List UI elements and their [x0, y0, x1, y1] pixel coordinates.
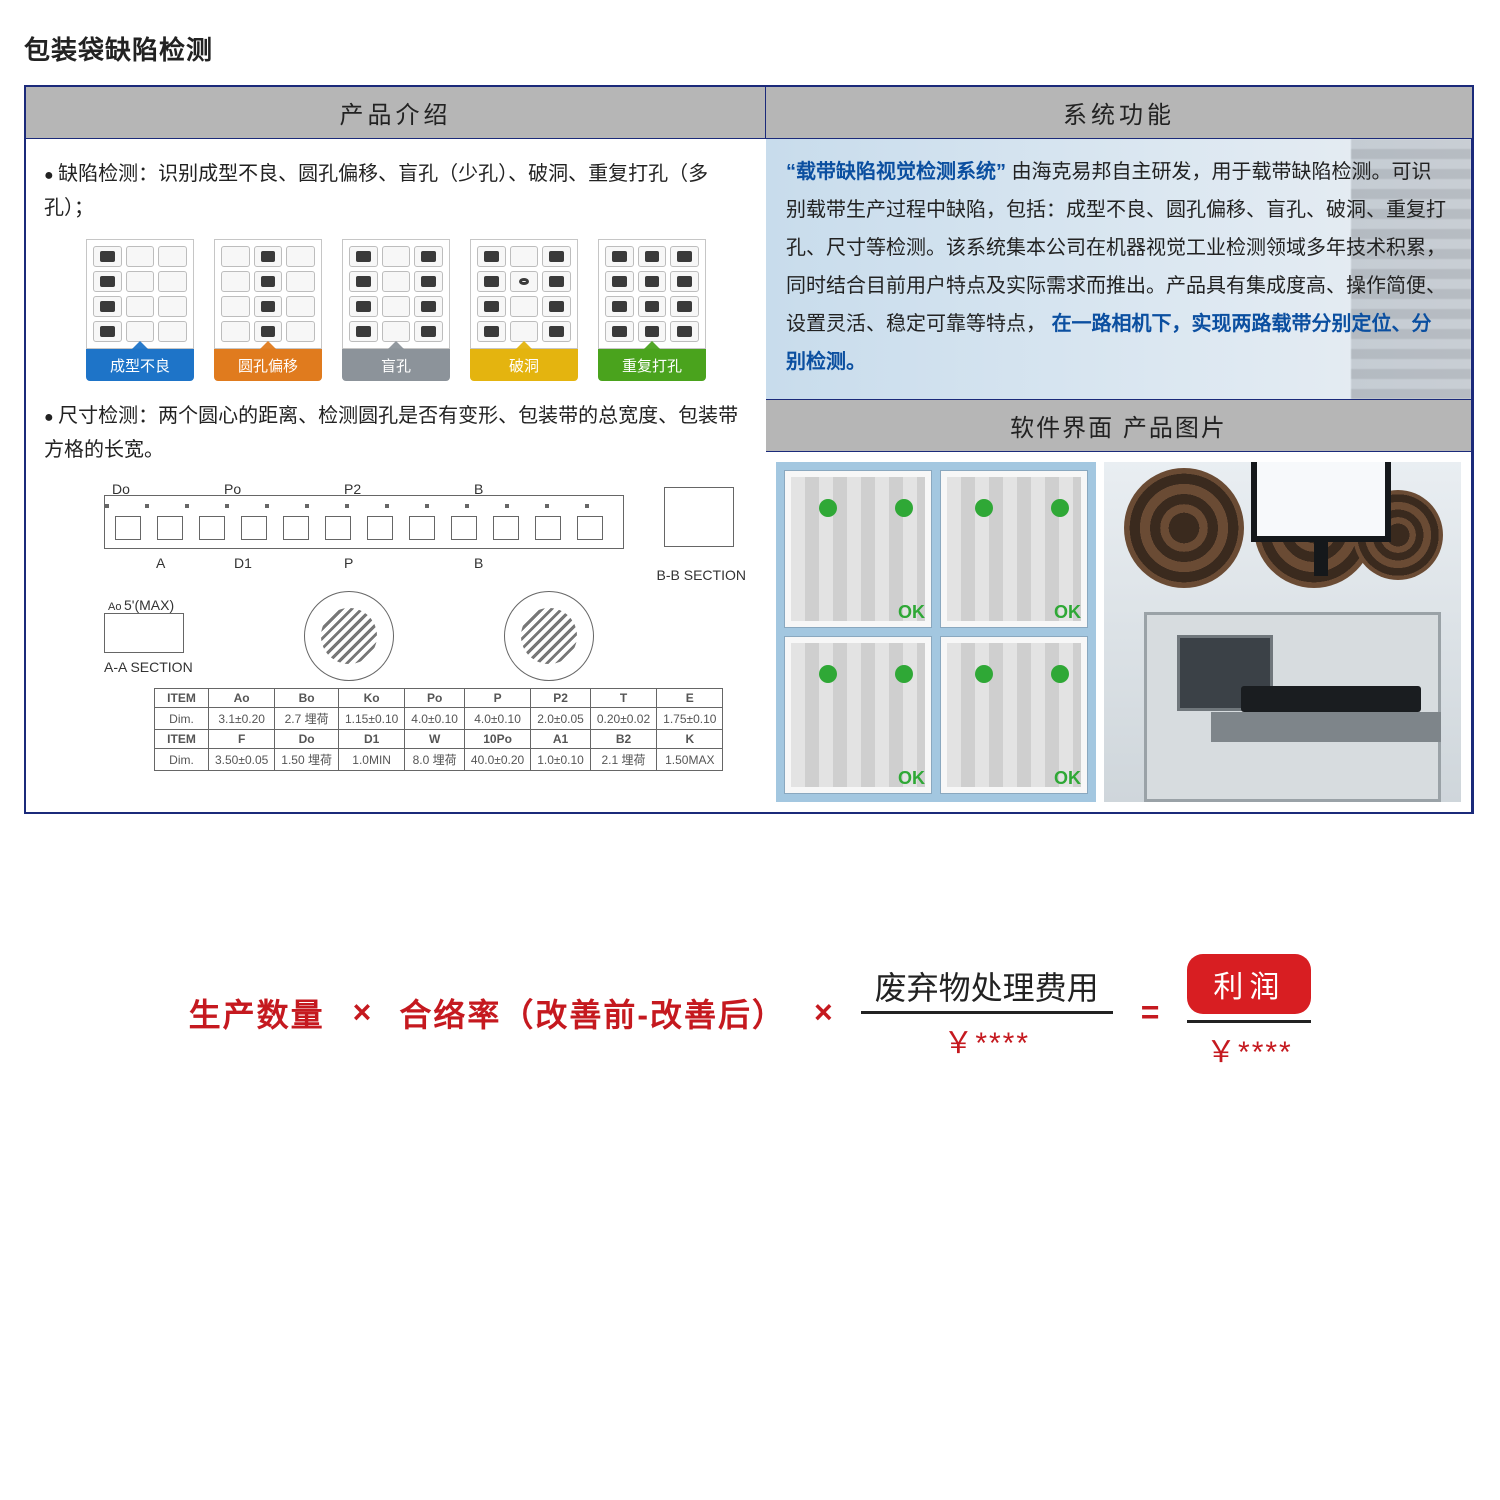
defect-card: 圆孔偏移	[214, 239, 322, 381]
header-func: 系统功能	[766, 87, 1472, 139]
ok-label: OK	[898, 768, 925, 789]
ui-pane: OK	[784, 636, 932, 794]
lbl-d1: D1	[234, 555, 252, 571]
tape-outline	[104, 495, 624, 549]
lbl-a: A	[156, 555, 165, 571]
intro-body: 由海克易邦自主研发，用于载带缺陷检测。可识别载带生产过程中缺陷，包括：成型不良、…	[786, 161, 1446, 335]
software-body: OK OK OK OK	[766, 452, 1472, 812]
ui-pane: OK	[940, 470, 1088, 628]
defect-card: 重复打孔	[598, 239, 706, 381]
profit-formula: 生产数量 × 合络率（改善前-改善后） × 废弃物处理费用 ￥**** = 利润…	[24, 954, 1476, 1071]
intro-box: “载带缺陷视觉检测系统” 由海克易邦自主研发，用于载带缺陷检测。可识别载带生产过…	[766, 139, 1472, 400]
ok-label: OK	[1054, 768, 1081, 789]
lbl-p2: P2	[344, 481, 361, 497]
aa-section-box	[104, 613, 184, 653]
bb-section-box	[664, 487, 734, 547]
header-software: 软件界面 产品图片	[766, 400, 1472, 452]
defect-tag: 重复打孔	[598, 349, 706, 381]
defect-card: 破洞	[470, 239, 578, 381]
profit-fraction: 利润 ￥****	[1187, 954, 1311, 1071]
defect-tag: 成型不良	[86, 349, 194, 381]
lbl-do: Do	[112, 481, 130, 497]
lbl-aa: A-A SECTION	[104, 659, 193, 675]
defect-sample	[342, 239, 450, 349]
defect-sample	[86, 239, 194, 349]
software-ui-thumb: OK OK OK OK	[776, 462, 1096, 802]
fee-fraction: 废弃物处理费用 ￥****	[861, 963, 1113, 1062]
table-row: ITEMFDoD1W10PoA1B2K	[155, 730, 723, 749]
fee-top: 废弃物处理费用	[861, 963, 1113, 1011]
defect-sample	[470, 239, 578, 349]
system-name: “载带缺陷视觉检测系统”	[786, 161, 1006, 183]
lbl-b: B	[474, 481, 483, 497]
table-row: ITEMAoBoKoPoPP2TE	[155, 689, 723, 708]
defect-strip: 成型不良圆孔偏移盲孔破洞重复打孔	[44, 239, 748, 381]
defect-sample	[598, 239, 706, 349]
defect-tag: 盲孔	[342, 349, 450, 381]
lbl-ao: Ao	[108, 601, 121, 613]
f-qty: 生产数量	[189, 990, 325, 1036]
mult-icon: ×	[814, 994, 833, 1031]
detail-i	[304, 591, 394, 681]
lbl-bb: B-B SECTION	[657, 567, 746, 583]
lbl-b2: B	[474, 555, 483, 571]
profit-bot: ￥****	[1206, 1023, 1293, 1071]
lbl-p: P	[344, 555, 353, 571]
technical-drawing: Do Po P2 B A D1 P B B-B SECTION 5'(MAX) …	[44, 481, 748, 771]
ui-pane: OK	[784, 470, 932, 628]
page-title: 包装袋缺陷检测	[24, 30, 1476, 67]
defect-card: 盲孔	[342, 239, 450, 381]
defect-tag: 破洞	[470, 349, 578, 381]
table-row: Dim.3.50±0.051.50 埋荷1.0MIN8.0 埋荷40.0±0.2…	[155, 749, 723, 771]
factory-photo	[1104, 462, 1461, 802]
lbl-5max: 5'(MAX)	[124, 597, 174, 613]
ok-label: OK	[898, 602, 925, 623]
info-panel: 产品介绍 系统功能 “载带缺陷视觉检测系统” 由海克易邦自主研发，用于载带缺陷检…	[24, 85, 1474, 814]
defect-sample	[214, 239, 322, 349]
table-row: Dim.3.1±0.202.7 埋荷1.15±0.104.0±0.104.0±0…	[155, 708, 723, 730]
ui-pane: OK	[940, 636, 1088, 794]
defect-card: 成型不良	[86, 239, 194, 381]
dimension-table: ITEMAoBoKoPoPP2TE Dim.3.1±0.202.7 埋荷1.15…	[154, 688, 723, 771]
detail-h	[504, 591, 594, 681]
defect-tag: 圆孔偏移	[214, 349, 322, 381]
functions-box: 缺陷检测：识别成型不良、圆孔偏移、盲孔（少孔）、破洞、重复打孔（多孔）； 成型不…	[26, 139, 766, 812]
profit-pill: 利润	[1187, 954, 1311, 1014]
lbl-po: Po	[224, 481, 241, 497]
mult-icon: ×	[353, 994, 372, 1031]
defect-bullet: 缺陷检测：识别成型不良、圆孔偏移、盲孔（少孔）、破洞、重复打孔（多孔）；	[44, 157, 748, 225]
f-rate: 合络率（改善前-改善后）	[399, 990, 786, 1036]
dim-bullet: 尺寸检测：两个圆心的距离、检测圆孔是否有变形、包装带的总宽度、包装带方格的长宽。	[44, 399, 748, 467]
fee-bot: ￥****	[943, 1014, 1030, 1062]
equals-icon: =	[1141, 994, 1160, 1031]
header-intro: 产品介绍	[26, 87, 766, 139]
ok-label: OK	[1054, 602, 1081, 623]
